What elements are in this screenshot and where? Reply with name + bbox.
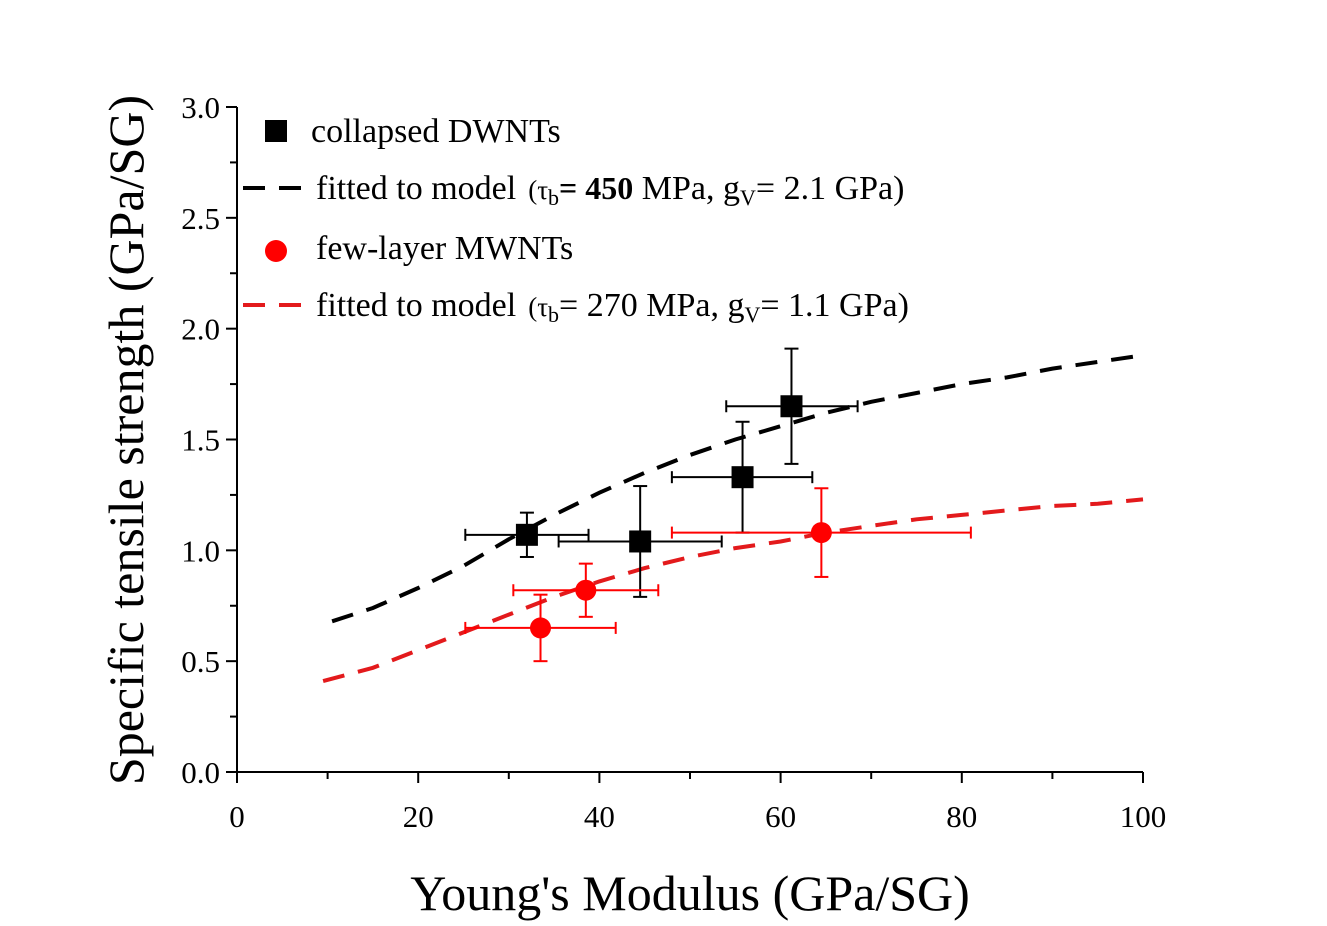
x-tick-label: 0 <box>229 799 245 834</box>
y-tick-label: 1.0 <box>181 533 220 568</box>
legend-marker-mwnt <box>265 240 287 262</box>
legend-label-fit-black: fitted to model (τb= 450 MPa, gV= 2.1 GP… <box>316 170 904 210</box>
data-point-square <box>515 523 538 546</box>
series-1 <box>464 487 972 663</box>
y-tick-label: 1.5 <box>181 423 220 458</box>
y-tick-label: 0.0 <box>181 755 220 790</box>
data-point-circle <box>810 522 832 544</box>
y-axis-title: Specific tensile strength (GPa/SG) <box>98 95 154 785</box>
fit-line-3 <box>322 497 1144 684</box>
data-point-circle <box>530 617 552 639</box>
data-point-circle <box>575 579 597 601</box>
x-axis-title: Young's Modulus (GPa/SG) <box>410 865 970 921</box>
y-tick-label: 3.0 <box>181 90 220 125</box>
ticks: 0 20 40 60 80 100 0.0 0.5 1.0 1.5 2.0 2.5 3.0 <box>181 90 1166 834</box>
legend-label-dwnt: collapsed DWNTs <box>311 113 561 150</box>
data-point-square <box>780 395 803 418</box>
x-tick-label: 80 <box>946 799 977 834</box>
y-tick-label: 0.5 <box>181 644 220 679</box>
data-point-square <box>629 530 652 553</box>
legend-label-fit-red: fitted to model (τb= 270 MPa, gV= 1.1 GP… <box>316 287 909 327</box>
x-tick-label: 40 <box>584 799 615 834</box>
legend: collapsed DWNTs fitted to model (τb= 450… <box>243 113 909 327</box>
x-tick-label: 60 <box>765 799 796 834</box>
series-0 <box>464 347 859 598</box>
x-tick-label: 20 <box>403 799 434 834</box>
data-point-square <box>731 466 754 489</box>
legend-marker-dwnt <box>265 120 287 142</box>
fit-lines <box>322 353 1144 684</box>
legend-label-mwnt: few-layer MWNTs <box>316 230 573 267</box>
fit-line-2 <box>331 353 1144 624</box>
x-tick-label: 100 <box>1120 799 1167 834</box>
data-markers <box>464 347 972 663</box>
y-tick-label: 2.0 <box>181 312 220 347</box>
y-tick-label: 2.5 <box>181 201 220 236</box>
